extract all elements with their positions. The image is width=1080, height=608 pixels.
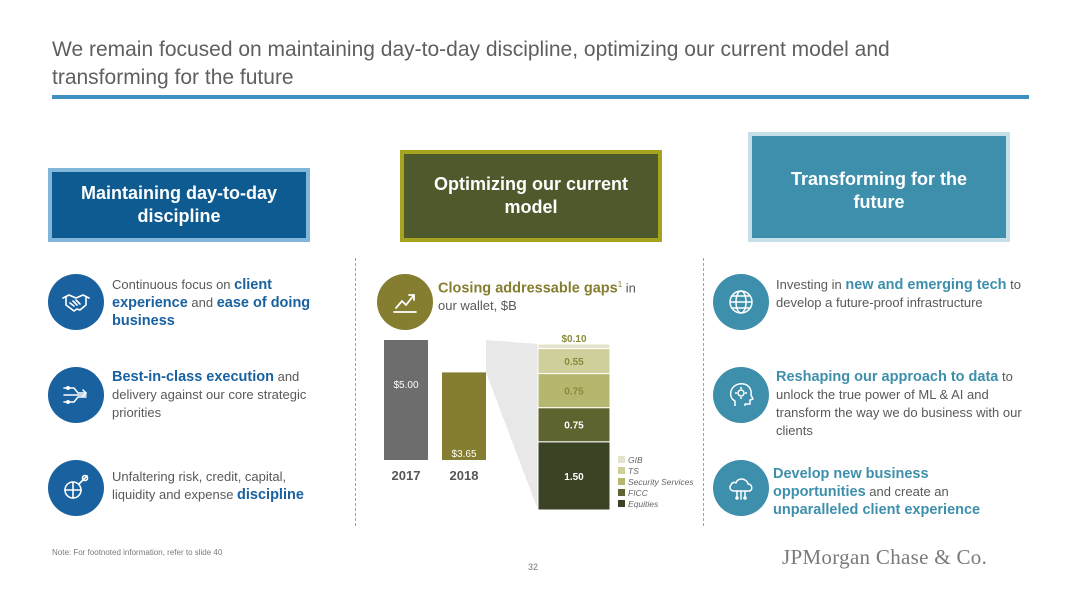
legend-swatch-gib xyxy=(618,456,625,463)
pillar-transforming: Transforming for the future xyxy=(748,132,1010,242)
legend-label-ts: TS xyxy=(628,466,639,476)
wallet-gap-chart: $5.00 2017 $3.65 2018 1.50 0.75 0.75 0.55 $0.10… xyxy=(384,334,694,511)
workflow-arrows-icon xyxy=(48,367,104,423)
middle-item: Closing addressable gaps1 in our wallet,… xyxy=(438,276,678,315)
magnifier-globe-icon xyxy=(48,460,104,516)
left-item-3-bold: discipline xyxy=(237,487,304,503)
left-item-2-bold: Best-in-class execution xyxy=(112,369,274,385)
bar-2018 xyxy=(442,372,486,460)
legend-label-gib: GIB xyxy=(628,455,643,465)
stack-label-gib: $0.10 xyxy=(561,334,586,345)
column-divider-left xyxy=(355,258,356,526)
legend-swatch-ficc xyxy=(618,489,625,496)
legend-swatch-security-services xyxy=(618,478,625,485)
handshake-icon xyxy=(48,274,104,330)
left-item-3-pre: Unfaltering risk, credit, capital, liqui… xyxy=(112,469,287,502)
stack-segment-ficc xyxy=(537,407,611,443)
title-rule xyxy=(52,95,1029,99)
jpmorgan-logo: JPMorgan Chase & Co. xyxy=(782,545,988,569)
legend-label-security-services: Security Services xyxy=(628,477,694,487)
legend-label-ficc: FICC xyxy=(628,488,649,498)
stack-label-ficc: 0.75 xyxy=(564,421,584,432)
right-item-2-bold: Reshaping our approach to data xyxy=(776,369,999,385)
right-item-1-post: to develop a future-proof infrastructure xyxy=(776,277,1021,310)
legend-swatch-ts xyxy=(618,467,625,474)
left-item-1-pre: Continuous focus on xyxy=(112,277,235,292)
main-bars: $5.00 2017 $3.65 2018 xyxy=(384,340,486,483)
left-item-2-post: and delivery against our core strategic … xyxy=(112,369,307,420)
right-item-2-post: to unlock the true power of ML & AI and … xyxy=(776,369,1022,438)
growth-chart-icon xyxy=(377,274,433,330)
right-item-1: Investing in new and emerging tech to de… xyxy=(776,276,1026,312)
category-label-2017: 2017 xyxy=(392,468,421,483)
left-item-3: Unfaltering risk, credit, capital, liqui… xyxy=(112,468,312,504)
left-item-1-bold-2: ease of doing business xyxy=(112,295,311,329)
pillar-transforming-label: Transforming for the future xyxy=(790,169,967,212)
page-number: 32 xyxy=(528,562,539,572)
breakdown-stack: 1.50 0.75 0.75 0.55 $0.10 xyxy=(486,334,611,511)
legend-label-equities: Equities xyxy=(628,499,659,509)
slide-title: We remain focused on maintaining day-to-… xyxy=(52,38,890,89)
right-item-1-bold: new and emerging tech xyxy=(845,277,1007,293)
middle-item-footnote-mark: 1 xyxy=(617,280,623,289)
bar-value-label-2018: $3.65 xyxy=(451,449,476,460)
footnote: Note: For footnoted information, refer t… xyxy=(52,548,223,557)
stack-label-security-services: 0.75 xyxy=(564,387,584,398)
pillar-maintaining-label: Maintaining day-to-day discipline xyxy=(80,183,277,226)
middle-item-post: in xyxy=(622,280,636,296)
pillar-optimizing-label: Optimizing our current model xyxy=(433,174,628,217)
middle-item-line-2: our wallet, $B xyxy=(438,298,517,314)
gap-connector xyxy=(486,340,538,510)
middle-item-bold: Closing addressable gaps xyxy=(438,280,618,297)
bar-2017 xyxy=(384,340,428,460)
pillar-maintaining: Maintaining day-to-day discipline xyxy=(48,168,310,242)
head-gear-icon xyxy=(713,367,769,423)
right-item-3: Develop new business opportunities and c… xyxy=(773,465,1013,519)
globe-icon xyxy=(713,274,769,330)
bar-value-label-2017: $5.00 xyxy=(393,380,418,391)
right-item-3-bold-1: Develop new business opportunities xyxy=(773,466,929,500)
left-item-1: Continuous focus on client experience an… xyxy=(112,276,312,330)
column-divider-right xyxy=(703,258,704,526)
stack-label-equities: 1.50 xyxy=(564,472,584,483)
stack-label-ts: 0.55 xyxy=(564,357,584,368)
left-item-2: Best-in-class execution and delivery aga… xyxy=(112,368,317,422)
legend-swatch-equities xyxy=(618,500,625,507)
stack-segment-gib xyxy=(537,343,611,350)
category-label-2018: 2018 xyxy=(450,468,479,483)
left-item-1-bold-1: client experience xyxy=(112,277,273,311)
pillar-optimizing: Optimizing our current model xyxy=(400,150,662,242)
stack-segment-equities xyxy=(537,441,611,511)
right-item-2: Reshaping our approach to data to unlock… xyxy=(776,368,1026,440)
right-item-3-bold-2: unparalleled client experience xyxy=(773,502,981,518)
cloud-network-icon xyxy=(713,460,769,516)
right-item-3-mid: and create an xyxy=(865,484,949,499)
right-item-1-pre: Investing in xyxy=(776,277,846,292)
left-item-1-mid: and xyxy=(187,295,217,310)
